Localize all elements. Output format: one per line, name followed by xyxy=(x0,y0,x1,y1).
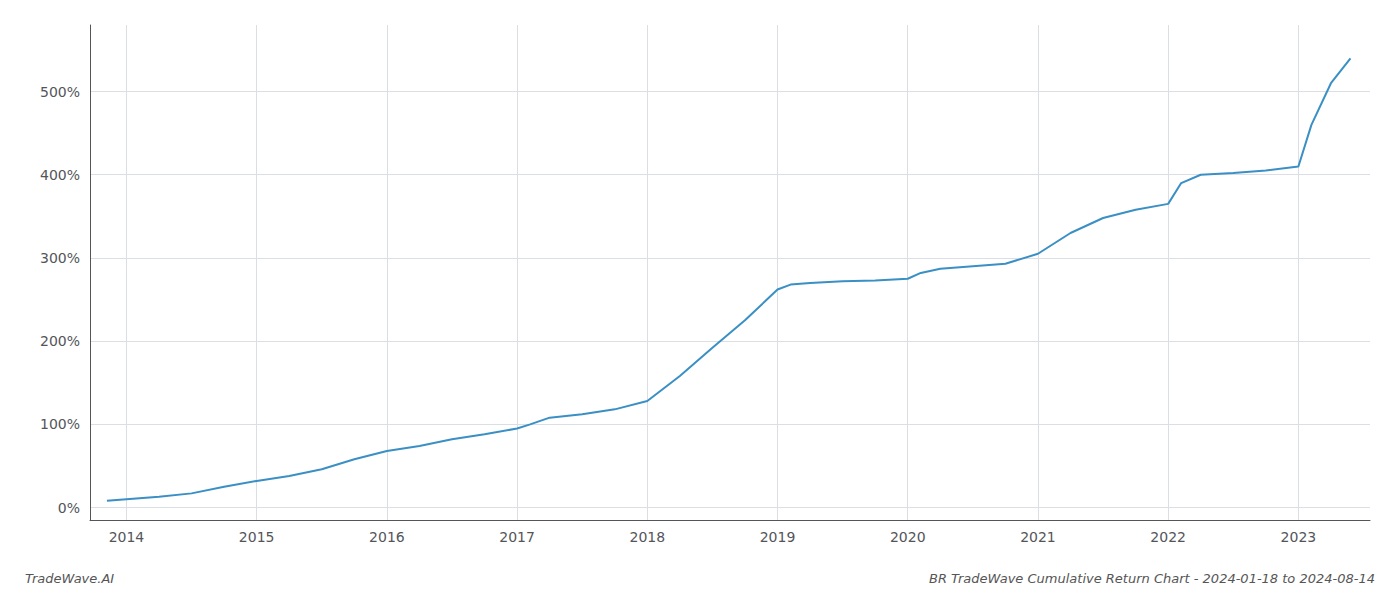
svg-text:2018: 2018 xyxy=(629,529,665,545)
svg-text:2017: 2017 xyxy=(499,529,535,545)
svg-text:100%: 100% xyxy=(40,416,80,432)
svg-text:200%: 200% xyxy=(40,333,80,349)
svg-text:500%: 500% xyxy=(40,84,80,100)
svg-text:0%: 0% xyxy=(58,500,80,516)
svg-text:BR TradeWave Cumulative Return: BR TradeWave Cumulative Return Chart - 2… xyxy=(929,571,1375,586)
svg-text:2015: 2015 xyxy=(239,529,275,545)
svg-text:2019: 2019 xyxy=(760,529,796,545)
svg-text:2021: 2021 xyxy=(1020,529,1056,545)
svg-text:2022: 2022 xyxy=(1150,529,1186,545)
svg-text:2020: 2020 xyxy=(890,529,926,545)
svg-text:400%: 400% xyxy=(40,167,80,183)
svg-text:300%: 300% xyxy=(40,250,80,266)
svg-text:TradeWave.AI: TradeWave.AI xyxy=(25,571,114,586)
svg-text:2023: 2023 xyxy=(1281,529,1317,545)
svg-text:2014: 2014 xyxy=(109,529,145,545)
svg-text:2016: 2016 xyxy=(369,529,405,545)
